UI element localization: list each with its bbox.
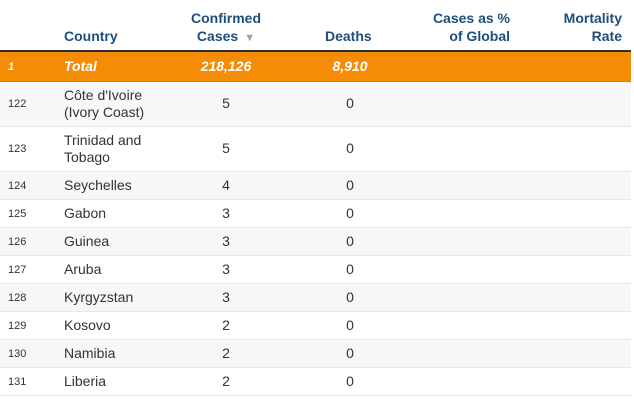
row-rank: 122 <box>8 98 27 110</box>
row-confirmed: 3 <box>222 289 230 305</box>
row-deaths: 0 <box>346 233 354 249</box>
row-rank: 126 <box>8 236 27 248</box>
row-confirmed: 2 <box>222 317 230 333</box>
header-cases-pct-global[interactable]: Cases as % of Global <box>398 9 510 45</box>
row-country: Namibia <box>64 345 116 361</box>
row-rank: 124 <box>8 180 27 192</box>
row-country: Liberia <box>64 373 107 389</box>
row-rank: 129 <box>8 320 27 332</box>
row-country: Aruba <box>64 261 102 277</box>
row-confirmed: 5 <box>222 95 230 111</box>
row-deaths: 0 <box>346 289 354 305</box>
row-deaths: 8,910 <box>332 58 368 74</box>
header-confirmed-line2-wrap: Cases ▼ <box>180 27 272 47</box>
header-mortality-line2: Rate <box>591 28 622 44</box>
row-rank: 130 <box>8 348 27 360</box>
table-row: 124 Seychelles 4 0 <box>0 172 631 200</box>
table-row: 127 Aruba 3 0 <box>0 256 631 284</box>
row-deaths: 0 <box>346 261 354 277</box>
header-mortality-line1: Mortality <box>563 10 622 26</box>
header-deaths[interactable]: Deaths <box>325 28 372 44</box>
row-country: Guinea <box>64 233 110 249</box>
header-cases-pct-line1: Cases as % <box>432 10 510 26</box>
row-deaths: 0 <box>346 373 354 389</box>
header-confirmed-line1: Confirmed <box>191 10 261 26</box>
row-confirmed: 3 <box>222 233 230 249</box>
row-deaths: 0 <box>346 345 354 361</box>
row-confirmed: 2 <box>222 373 230 389</box>
sort-descending-icon[interactable]: ▼ <box>244 32 256 44</box>
row-confirmed: 3 <box>222 261 230 277</box>
row-confirmed: 2 <box>222 345 230 361</box>
row-country: Kosovo <box>64 317 111 333</box>
row-deaths: 0 <box>346 177 354 193</box>
row-deaths: 0 <box>346 95 354 111</box>
row-deaths: 0 <box>346 317 354 333</box>
table-row: 123 Trinidad and Tobago 5 0 <box>0 127 631 172</box>
row-deaths: 0 <box>346 140 354 156</box>
row-rank: 123 <box>8 143 27 155</box>
row-country-line2: Tobago <box>64 149 110 165</box>
table-row: 128 Kyrgyzstan 3 0 <box>0 284 631 312</box>
row-confirmed: 3 <box>222 205 230 221</box>
table-row-total: 1 Total 218,126 8,910 <box>0 52 631 82</box>
row-country-line2: (Ivory Coast) <box>64 104 145 120</box>
row-country: Total <box>64 58 97 74</box>
row-rank: 1 <box>8 61 15 73</box>
table-row: 131 Liberia 2 0 <box>0 368 631 396</box>
row-country-line1: Trinidad and <box>64 132 142 148</box>
table-row: 126 Guinea 3 0 <box>0 228 631 256</box>
row-country: Gabon <box>64 205 107 221</box>
table-row: 130 Namibia 2 0 <box>0 340 631 368</box>
row-country-line1: Côte d'Ivoire <box>64 87 143 103</box>
row-confirmed: 5 <box>222 140 230 156</box>
row-country: Trinidad and Tobago <box>64 132 184 166</box>
row-rank: 125 <box>8 208 27 220</box>
header-country[interactable]: Country <box>64 28 118 44</box>
table-row: 129 Kosovo 2 0 <box>0 312 631 340</box>
row-country: Côte d'Ivoire (Ivory Coast) <box>64 87 184 121</box>
table-row: 122 Côte d'Ivoire (Ivory Coast) 5 0 <box>0 82 631 127</box>
header-mortality-rate[interactable]: Mortality Rate <box>530 9 622 45</box>
covid-cases-table: Country Confirmed Cases ▼ Deaths Cases as… <box>0 0 631 396</box>
row-rank: 128 <box>8 292 27 304</box>
table-row: 125 Gabon 3 0 <box>0 200 631 228</box>
table-header: Country Confirmed Cases ▼ Deaths Cases as… <box>0 0 631 52</box>
row-country: Kyrgyzstan <box>64 289 134 305</box>
header-confirmed-line2: Cases <box>196 28 239 44</box>
row-deaths: 0 <box>346 205 354 221</box>
row-country: Seychelles <box>64 177 132 193</box>
header-cases-pct-line2: of Global <box>449 28 510 44</box>
header-confirmed-cases[interactable]: Confirmed Cases ▼ <box>180 9 272 47</box>
row-confirmed: 4 <box>222 177 230 193</box>
row-rank: 131 <box>8 376 27 388</box>
row-confirmed: 218,126 <box>200 58 252 74</box>
row-rank: 127 <box>8 264 27 276</box>
